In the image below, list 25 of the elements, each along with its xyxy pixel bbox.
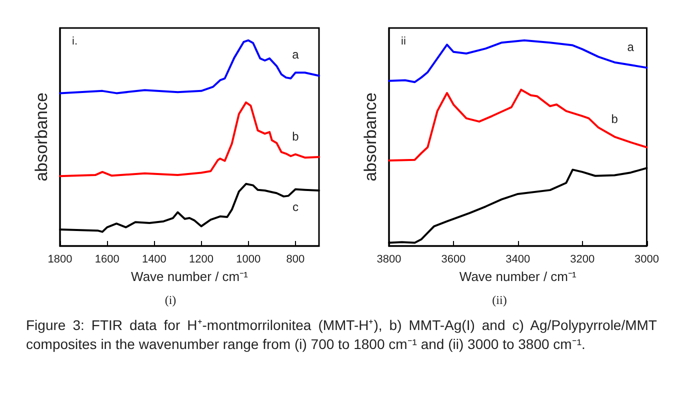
x-tick-label: 3400 (506, 254, 530, 266)
x-axis-title: Wave number / cm⁻¹ (459, 268, 578, 284)
x-tick-label: 1600 (94, 254, 120, 266)
x-tick-label: 3200 (570, 254, 595, 266)
caption: Figure 3: FTIR data for H⁺-montmorrilonitea (MMT-H⁺), b) MMT-Ag(I) and c) Ag/Polypyrrole/MMT composites in the wavenumber range from (i) 700 to 1800 cm⁻¹ and (ii) 3000 to 3800 cm⁻¹. (26, 316, 657, 354)
x-tick-label: 1400 (142, 254, 166, 266)
x-tick-label: 1800 (48, 254, 72, 266)
x-tick-label: 3800 (376, 254, 402, 266)
x-tick-label: 3600 (441, 254, 466, 266)
series-label: b (611, 112, 618, 126)
text: (ii) (492, 293, 507, 307)
y-axis-title: absorbance (361, 92, 380, 182)
y-axis-title: absorbance (32, 92, 51, 182)
annotation: ii (401, 36, 406, 48)
series-label: a (627, 40, 634, 54)
series-label: c (292, 200, 298, 214)
x-tick-label: 1200 (189, 254, 214, 266)
x-tick-label: 1000 (236, 254, 261, 266)
text: (i) (164, 293, 176, 307)
annotation: i. (72, 36, 78, 48)
series-label: a (292, 48, 300, 62)
x-tick-label: 800 (286, 254, 305, 266)
x-tick-label: 3000 (634, 254, 660, 266)
x-axis-title: Wave number / cm⁻¹ (131, 268, 249, 284)
series-label: b (292, 129, 300, 144)
